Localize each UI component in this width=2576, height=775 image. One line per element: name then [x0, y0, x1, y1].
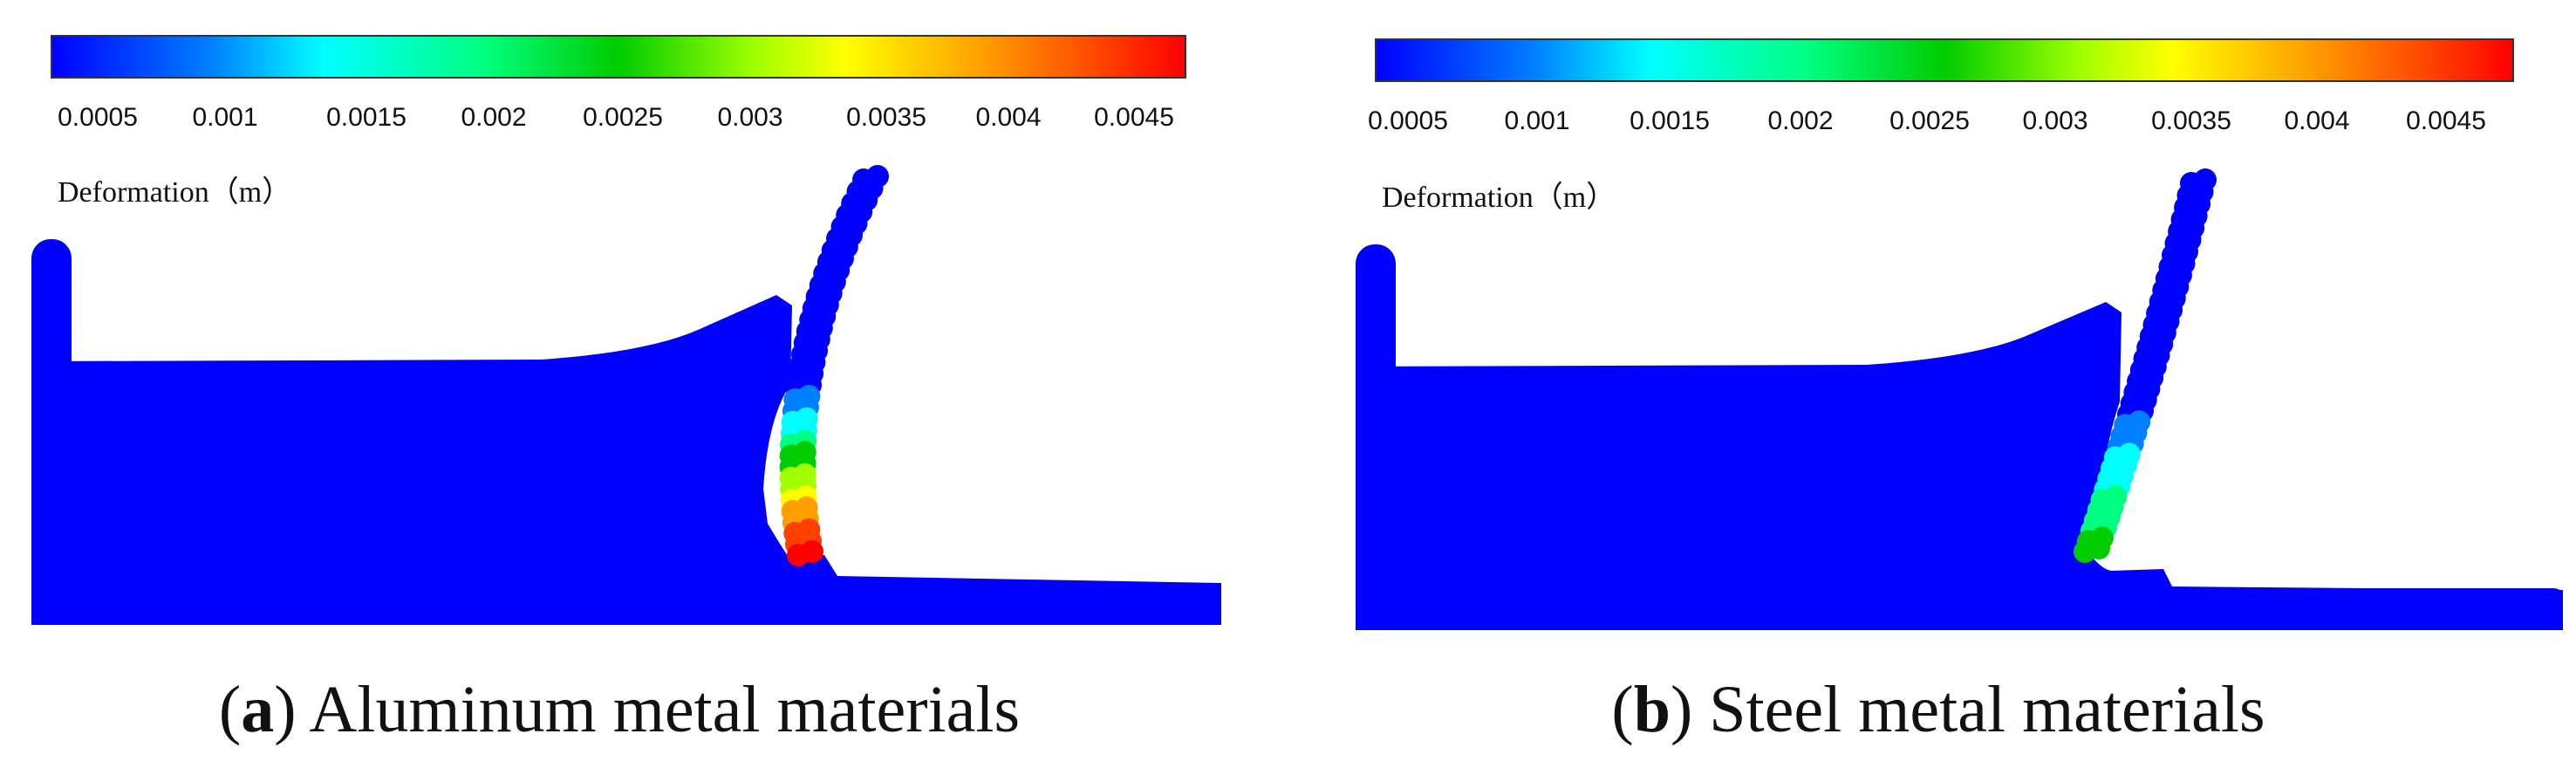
tick-label: 0.0045 [2406, 106, 2486, 135]
gate-particle [801, 540, 823, 563]
panel-caption: (b) Steel metal materials [1611, 673, 2265, 746]
tick-label: 0.003 [2022, 106, 2088, 135]
tick-label: 0.001 [192, 103, 258, 132]
tick-label: 0.004 [2284, 106, 2350, 135]
tick-label: 0.0045 [1094, 103, 1174, 132]
tick-label: 0.0005 [58, 103, 138, 132]
caption-text: Aluminum metal materials [296, 673, 1021, 746]
tick-label: 0.003 [717, 103, 783, 132]
fluid-body [1356, 244, 2563, 630]
colorbar [51, 35, 1186, 79]
caption-text: Steel metal materials [1692, 673, 2265, 746]
simulation-view [1356, 168, 2563, 630]
gate-particles [779, 165, 889, 566]
colorbar [1375, 38, 2514, 82]
panel-aluminum: 0.0005 0.001 0.0015 0.002 0.0025 0.003 0… [31, 35, 1221, 746]
tick-label: 0.002 [461, 103, 527, 132]
water-column [31, 295, 1221, 625]
tick-label: 0.0005 [1368, 106, 1448, 135]
floor-right [2146, 588, 2563, 630]
deformation-legend-title: Deformation（m） [58, 176, 292, 209]
panel-steel: 0.0005 0.001 0.0015 0.002 0.0025 0.003 0… [1308, 0, 2576, 775]
caption-letter: b [1633, 673, 1671, 746]
gate-particle [2087, 537, 2110, 559]
deformation-legend-title: Deformation（m） [1382, 182, 1616, 214]
floor-right [785, 583, 1221, 625]
caption-letter: a [241, 673, 275, 746]
tick-label: 0.001 [1504, 106, 1570, 135]
tick-label: 0.004 [975, 103, 1042, 132]
tick-label: 0.0025 [583, 103, 663, 132]
tick-label: 0.002 [1767, 106, 1834, 135]
tick-label: 0.0015 [326, 103, 407, 132]
gate-particles [2074, 168, 2217, 563]
fluid-body [31, 239, 1221, 625]
tick-label: 0.0035 [2151, 106, 2231, 135]
water-column [1356, 302, 2563, 630]
tick-label: 0.0025 [1889, 106, 1970, 135]
panel-caption: (a) Aluminum metal materials [218, 673, 1021, 746]
tick-label: 0.0035 [846, 103, 926, 132]
tick-label: 0.0015 [1630, 106, 1710, 135]
simulation-view [31, 165, 1221, 625]
